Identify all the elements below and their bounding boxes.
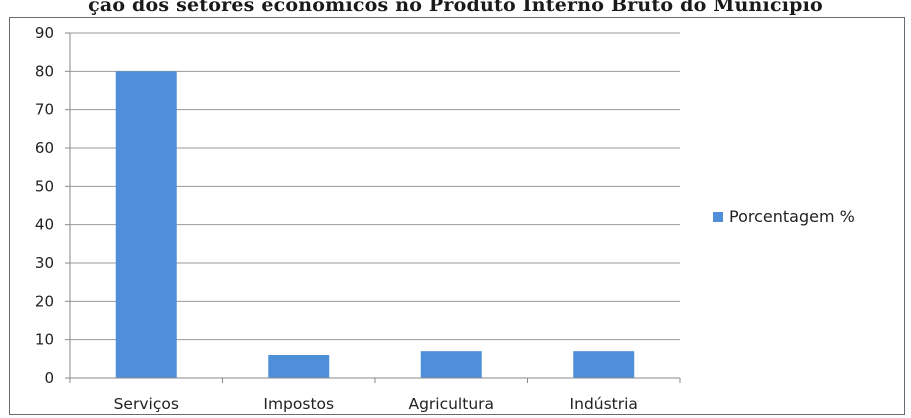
bar-serviços <box>115 71 177 378</box>
y-tick-label: 60 <box>35 139 54 157</box>
y-tick-label: 0 <box>44 369 54 387</box>
legend: Porcentagem % <box>713 207 855 226</box>
axis-labels: 0 10 20 30 40 50 60 70 80 90 Serviços Impostos Agric… <box>35 24 638 413</box>
y-tick-label: 90 <box>35 24 54 42</box>
x-category-label: Serviços <box>114 395 179 413</box>
x-category-label: Indústria <box>570 395 638 413</box>
x-category-label: Agricultura <box>408 395 494 413</box>
x-category-label: Impostos <box>263 395 334 413</box>
bar-agricultura <box>420 351 482 378</box>
y-tick-label: 20 <box>35 292 54 310</box>
legend-label: Porcentagem % <box>729 207 855 226</box>
y-tick-label: 40 <box>35 216 54 234</box>
axes <box>65 32 681 383</box>
chart-title: ção dos setores econômicos no Produto In… <box>88 0 823 16</box>
y-tick-label: 50 <box>35 177 54 195</box>
y-tick-label: 70 <box>35 101 54 119</box>
y-tick-label: 30 <box>35 254 54 272</box>
bar-indústria <box>573 351 635 378</box>
y-tick-label: 10 <box>35 331 54 349</box>
legend-swatch <box>713 212 723 222</box>
bar-impostos <box>268 355 330 378</box>
y-tick-label: 80 <box>35 62 54 80</box>
bars <box>115 71 635 378</box>
